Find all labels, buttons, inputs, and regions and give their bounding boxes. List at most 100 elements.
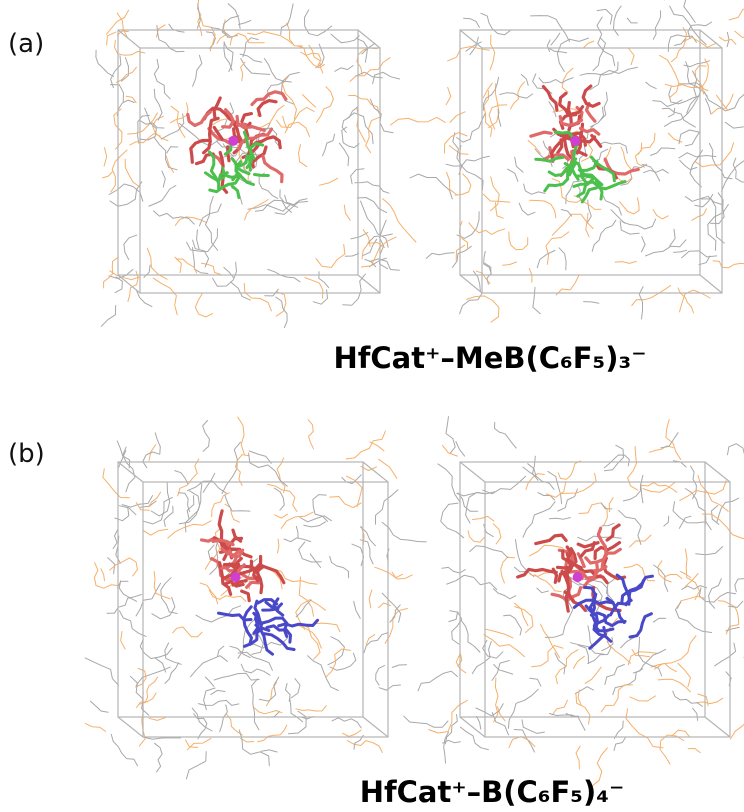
monomer-molecule: [698, 255, 711, 266]
solvent-molecule: [664, 83, 709, 92]
monomer-molecule: [351, 543, 365, 567]
monomer-molecule: [137, 114, 150, 144]
monomer-molecule: [548, 101, 557, 118]
monomer-molecule: [678, 152, 717, 159]
monomer-molecule: [353, 600, 361, 619]
monomer-molecule: [708, 578, 722, 609]
monomer-molecule: [681, 585, 708, 590]
monomer-molecule: [322, 133, 336, 157]
solvent-molecule: [545, 231, 570, 265]
solvent-molecule: [109, 557, 138, 577]
monomer-molecule: [672, 501, 712, 531]
monomer-molecule: [192, 247, 209, 274]
cation-molecule: [256, 564, 286, 585]
monomer-molecule: [312, 289, 328, 305]
monomer-molecule: [223, 41, 233, 71]
solvent-molecule: [115, 66, 137, 83]
cation-molecule: [576, 552, 586, 569]
monomer-molecule: [403, 715, 449, 728]
monomer-molecule: [350, 168, 365, 185]
anion-molecule: [589, 611, 627, 628]
monomer-molecule: [202, 472, 216, 493]
solvent-molecule: [467, 530, 485, 543]
monomer-molecule: [238, 20, 252, 25]
monomer-molecule: [437, 463, 461, 503]
monomer-molecule: [554, 652, 566, 675]
solvent-molecule: [116, 12, 129, 39]
monomer-molecule: [251, 678, 260, 731]
metal-atom: [230, 572, 241, 583]
monomer-molecule: [160, 577, 178, 614]
monomer-molecule: [652, 99, 683, 107]
monomer-molecule: [456, 211, 480, 239]
box-edge: [357, 274, 381, 294]
solvent-molecule: [455, 244, 466, 261]
solvent-molecule: [295, 599, 327, 630]
monomer-molecule: [556, 37, 589, 72]
monomer-molecule: [304, 9, 333, 37]
solvent-molecule: [365, 116, 380, 154]
solvent-molecule: [627, 47, 635, 66]
anion-molecule: [221, 166, 240, 179]
monomer-molecule: [514, 156, 524, 173]
solvent-molecule: [490, 176, 500, 212]
monomer-molecule: [532, 73, 553, 94]
box-edge: [117, 716, 144, 738]
solvent-molecule: [257, 724, 288, 743]
monomer-molecule: [725, 626, 740, 632]
solvent-molecule: [120, 631, 126, 650]
monomer-molecule: [202, 420, 210, 452]
monomer-molecule: [493, 664, 514, 675]
monomer-molecule: [95, 49, 114, 77]
cation-molecule: [235, 114, 253, 130]
monomer-molecule: [230, 282, 251, 301]
monomer-molecule: [264, 288, 279, 297]
monomer-molecule: [443, 731, 449, 764]
monomer-molecule: [732, 157, 744, 183]
cation-molecule: [240, 111, 253, 124]
cation-molecule: [220, 547, 242, 557]
monomer-molecule: [675, 601, 713, 633]
solvent-molecule: [631, 649, 651, 658]
cation-molecule: [231, 528, 243, 543]
monomer-molecule: [203, 687, 216, 711]
solvent-molecule: [483, 90, 493, 137]
cation-molecule: [250, 90, 288, 107]
solvent-molecule: [295, 624, 322, 649]
monomer-molecule: [727, 443, 744, 456]
solvent-molecule: [244, 199, 269, 221]
solvent-molecule: [211, 117, 230, 126]
monomer-molecule: [334, 65, 354, 72]
monomer-molecule: [341, 474, 362, 484]
cation-molecule: [558, 114, 584, 127]
solvent-molecule: [627, 651, 659, 666]
solvent-molecule: [325, 648, 351, 678]
solvent-molecule: [670, 27, 687, 63]
monomer-molecule: [650, 147, 676, 156]
monomer-molecule: [360, 200, 389, 248]
monomer-molecule: [289, 698, 304, 723]
box-edge: [459, 29, 483, 49]
monomer-molecule: [116, 99, 135, 117]
cation-molecule: [541, 84, 559, 112]
monomer-molecule: [273, 487, 285, 511]
monomer-molecule: [667, 34, 697, 52]
cation-molecule: [234, 554, 263, 577]
solvent-molecule: [169, 102, 189, 124]
monomer-molecule: [445, 155, 490, 167]
monomer-molecule: [118, 450, 127, 468]
solvent-molecule: [267, 483, 298, 512]
monomer-molecule: [672, 690, 703, 707]
monomer-molecule: [156, 24, 185, 53]
solvent-molecule: [114, 39, 146, 56]
solvent-molecule: [625, 708, 664, 749]
monomer-molecule: [186, 228, 218, 253]
monomer-molecule: [354, 181, 390, 194]
monomer-molecule: [346, 112, 374, 145]
solvent-molecule: [204, 526, 223, 570]
monomer-molecule: [560, 209, 573, 217]
panel-caption: HfCat⁺–MeB(C₆F₅)₃⁻: [333, 341, 646, 375]
monomer-molecule: [197, 699, 240, 706]
monomer-molecule: [660, 432, 679, 449]
box-frame: [117, 461, 389, 738]
